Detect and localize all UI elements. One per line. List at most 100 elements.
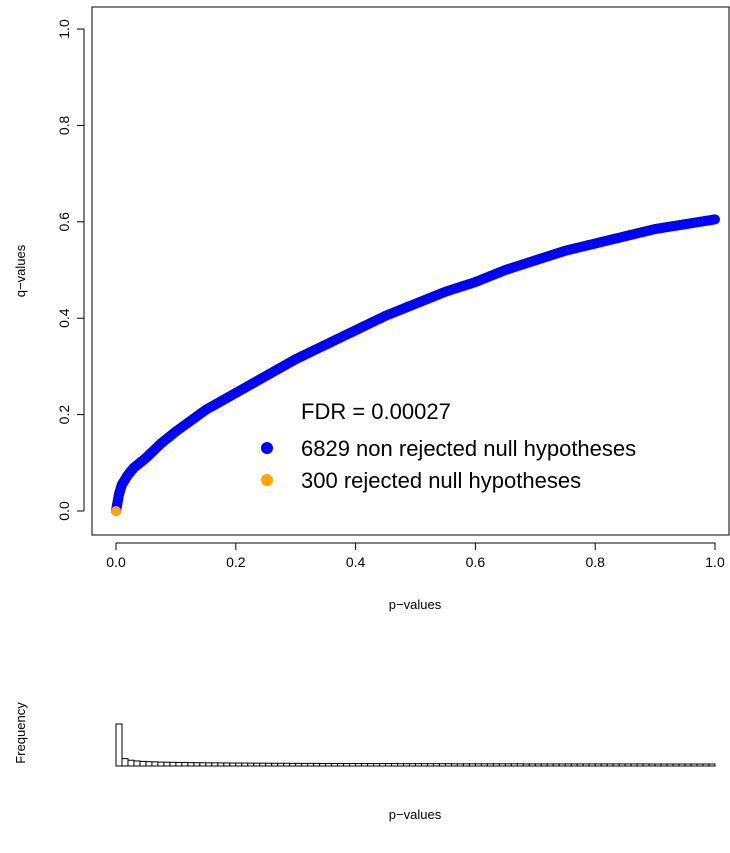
histogram-bar — [151, 761, 159, 767]
histogram-bar — [468, 763, 476, 767]
histogram-bar — [241, 762, 249, 767]
histogram-bar — [133, 760, 141, 767]
legend-label-rejected: 300 rejected null hypotheses — [301, 468, 581, 493]
y-tick-label: 0.2 — [56, 405, 72, 425]
x-tick-label: 0.0 — [106, 554, 126, 570]
histogram-bar — [223, 762, 231, 767]
scatter-plot-frame — [91, 6, 730, 536]
histogram-bar — [385, 763, 393, 767]
legend-marker-rejected — [261, 474, 273, 486]
histogram-bar — [546, 763, 554, 767]
histogram-bar — [576, 763, 584, 767]
histogram-bar — [187, 762, 195, 767]
histogram-bar — [648, 763, 656, 767]
histogram-bar — [582, 763, 590, 767]
histogram-bar — [660, 763, 668, 767]
histogram-bar — [277, 762, 285, 767]
histogram-bar — [504, 763, 512, 767]
data-point-rejected — [111, 506, 121, 516]
x-tick-label: 0.6 — [466, 554, 486, 570]
histogram-bar — [474, 763, 482, 767]
scatter-plot: 0.0 0.2 0.4 0.6 0.8 1.0 0.0 0.2 0.4 0.6 0.8 1.0 p−… — [13, 6, 730, 612]
histogram-bar — [642, 763, 650, 767]
histogram-bar — [343, 762, 351, 767]
histogram-bar — [127, 759, 135, 767]
histogram-bar — [702, 763, 710, 767]
y-tick-label: 0.8 — [56, 115, 72, 135]
histogram-bar — [313, 762, 321, 767]
histogram-bar — [193, 762, 201, 767]
legend-marker-non-rejected — [261, 442, 273, 454]
histogram-bar — [397, 763, 405, 767]
histogram-bar — [349, 762, 357, 767]
histogram-bar — [265, 762, 273, 767]
histogram-bar — [696, 763, 704, 767]
histogram-bar — [229, 762, 237, 767]
histogram-bar — [480, 763, 488, 767]
scatter-x-axis: 0.0 0.2 0.4 0.6 0.8 1.0 — [106, 542, 725, 570]
histogram-bar — [690, 763, 698, 767]
histogram-bars — [115, 723, 716, 767]
legend: FDR = 0.00027 6829 non rejected null hyp… — [261, 399, 636, 493]
histogram-bar — [115, 723, 123, 767]
histogram-bar — [450, 763, 458, 767]
histogram-bar — [618, 763, 626, 767]
histogram-bar — [462, 763, 470, 767]
histogram-bar — [163, 761, 171, 767]
histogram-bar — [672, 763, 680, 767]
legend-label-non-rejected: 6829 non rejected null hypotheses — [301, 436, 636, 461]
y-tick-label: 1.0 — [56, 19, 72, 39]
histogram-bar — [558, 763, 566, 767]
histogram-bar — [211, 762, 219, 767]
histogram-bar — [247, 762, 255, 767]
histogram-bar — [666, 763, 674, 767]
histogram-bar — [409, 763, 417, 767]
histogram-bar — [486, 763, 494, 767]
histogram-bar — [606, 763, 614, 767]
histogram: p−values Frequency — [13, 702, 716, 822]
histogram-bar — [570, 763, 578, 767]
histogram-bar — [157, 761, 165, 767]
histogram-bar — [301, 762, 309, 767]
histogram-bar — [612, 763, 620, 767]
histogram-bar — [415, 763, 422, 767]
histogram-y-axis-label: Frequency — [13, 702, 28, 764]
histogram-bar — [564, 763, 572, 767]
histogram-bar — [426, 763, 434, 767]
scatter-x-axis-label: p−values — [389, 597, 442, 612]
histogram-bar — [534, 763, 542, 767]
histogram-bar — [373, 763, 381, 767]
histogram-bar — [708, 763, 716, 767]
x-tick-label: 0.4 — [346, 554, 366, 570]
x-tick-label: 0.8 — [585, 554, 605, 570]
y-tick-label: 0.6 — [56, 212, 72, 232]
histogram-bar — [145, 761, 153, 767]
histogram-bar — [498, 763, 506, 767]
histogram-bar — [522, 763, 530, 767]
histogram-bar — [259, 762, 267, 767]
histogram-bar — [516, 763, 524, 767]
histogram-bar — [438, 763, 446, 767]
histogram-bar — [367, 763, 375, 767]
histogram-bar — [325, 762, 333, 767]
x-tick-label: 0.2 — [226, 554, 246, 570]
histogram-bar — [355, 763, 363, 767]
histogram-bar — [684, 763, 692, 767]
histogram-bar — [283, 762, 291, 767]
histogram-bar — [636, 763, 644, 767]
histogram-bar — [600, 763, 608, 767]
histogram-bar — [307, 762, 315, 767]
histogram-bar — [175, 761, 183, 767]
legend-title: FDR = 0.00027 — [301, 399, 451, 424]
histogram-bar — [181, 762, 189, 767]
histogram-bar — [169, 761, 177, 767]
histogram-bar — [510, 763, 518, 767]
histogram-bar — [528, 763, 536, 767]
histogram-bar — [630, 763, 638, 767]
histogram-bar — [420, 763, 428, 767]
histogram-bar — [361, 763, 369, 767]
histogram-bar — [199, 762, 207, 767]
data-point-non-rejected — [710, 214, 720, 225]
histogram-bar — [552, 763, 560, 767]
